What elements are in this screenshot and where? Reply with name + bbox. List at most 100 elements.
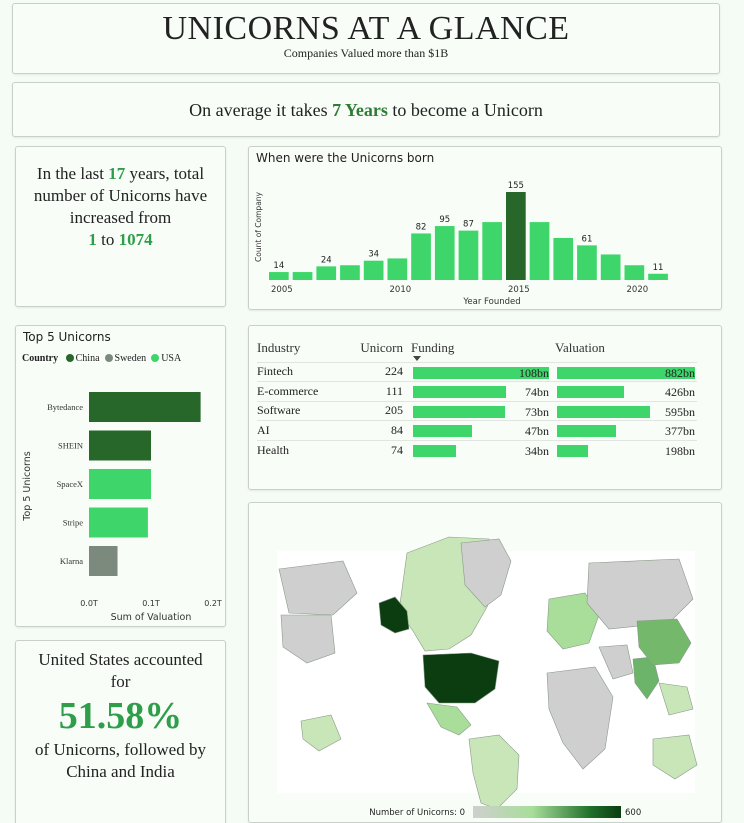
growth-text-1: In the last: [36, 164, 104, 183]
sort-desc-icon[interactable]: [413, 356, 421, 361]
funding-value: 34bn: [525, 443, 549, 458]
top5-bar-spacex[interactable]: [89, 469, 151, 499]
funding-bar: [413, 386, 507, 398]
born-tick-2020: 2020: [627, 285, 649, 295]
south-america-region[interactable]: [468, 734, 520, 810]
growth-from: 1: [88, 230, 97, 249]
industry-row-health[interactable]: Health 74 34bn 198bn: [257, 439, 697, 460]
born-bar-2007[interactable]: [316, 266, 337, 280]
southeast-asia-region[interactable]: [658, 682, 694, 716]
top5-bar-bytedance[interactable]: [89, 392, 201, 422]
page-title: UNICORNS AT A GLANCE: [162, 10, 570, 47]
mexico-region[interactable]: [426, 702, 472, 736]
born-label-2011: 82: [416, 222, 427, 232]
header-unicorn[interactable]: Unicorn: [360, 339, 403, 355]
born-chart-card[interactable]: When were the Unicorns born 14 24 34 82 95 87…: [248, 146, 722, 310]
header-valuation[interactable]: Valuation: [555, 339, 605, 355]
legend-item-usa[interactable]: USA: [151, 353, 181, 364]
east-asia-left-region[interactable]: [280, 614, 336, 664]
legend-dot: [104, 354, 113, 362]
industry-row-ai[interactable]: AI 84 47bn 377bn: [257, 420, 697, 440]
usa-percentage: 51.58%: [58, 695, 183, 737]
funding-value: 47bn: [525, 424, 549, 438]
funding-bar: [413, 405, 505, 418]
born-bar-2009[interactable]: [363, 260, 384, 280]
born-bar-2017[interactable]: [553, 237, 574, 280]
header-funding[interactable]: Funding: [411, 334, 555, 362]
industry-header-row: Industry Unicorn Funding Valuation: [257, 334, 697, 362]
industry-valuation-cell: 198bn: [555, 439, 697, 460]
funding-value: 73bn: [525, 404, 549, 419]
born-bar-2005[interactable]: [269, 272, 289, 280]
industry-unicorn-count: 224: [349, 361, 411, 382]
valuation-value: 198bn: [665, 443, 695, 458]
growth-to-word: to: [101, 230, 115, 249]
world-map-card[interactable]: Number of Unicorns: 0 600: [248, 502, 722, 823]
industry-name: E-commerce: [257, 381, 349, 401]
born-bar-2016[interactable]: [529, 222, 550, 280]
born-bar-2015[interactable]: [506, 192, 526, 280]
legend-dot: [151, 354, 160, 362]
far-east-region[interactable]: [278, 560, 358, 616]
world-map[interactable]: Number of Unicorns: 0 600: [249, 503, 721, 822]
usa-region[interactable]: [422, 652, 500, 704]
top5-category-stripe: Stripe: [63, 518, 84, 528]
header-industry[interactable]: Industry: [257, 339, 301, 355]
australia-west-region[interactable]: [300, 714, 342, 752]
born-label-2021: 11: [653, 263, 664, 273]
page-subtitle: Companies Valued more than $1B: [283, 46, 449, 60]
legend-item-china[interactable]: China: [65, 353, 100, 364]
industry-table-card[interactable]: Industry Unicorn Funding Valuation Finte…: [248, 325, 722, 490]
born-bar-2019[interactable]: [600, 254, 621, 280]
alaska-region[interactable]: [378, 596, 410, 634]
growth-text-2: years, total: [129, 164, 205, 183]
industry-funding-cell: 34bn: [411, 439, 555, 460]
top5-bar-shein[interactable]: [89, 430, 151, 461]
africa-region[interactable]: [546, 666, 614, 770]
born-tick-2010: 2010: [390, 285, 412, 295]
legend-title: Country: [22, 353, 59, 364]
industry-funding-cell: 73bn: [411, 400, 555, 421]
born-bar-2010[interactable]: [387, 258, 408, 280]
born-bar-2014[interactable]: [482, 222, 502, 280]
top5-bar-klarna[interactable]: [89, 546, 118, 576]
born-bar-2018[interactable]: [577, 245, 597, 280]
born-bar-2011[interactable]: [411, 233, 431, 280]
top5-tick-2: 0.2T: [204, 599, 222, 608]
usa-text-2: for: [110, 672, 131, 691]
top5-bar-stripe[interactable]: [89, 507, 148, 538]
legend-dot: [65, 354, 74, 362]
born-bar-2013[interactable]: [458, 230, 479, 280]
born-bar-2006[interactable]: [292, 272, 313, 280]
born-xlabel: Year Founded: [462, 297, 520, 307]
greenland-region[interactable]: [460, 538, 512, 608]
industry-name: Health: [257, 439, 349, 460]
born-tick-2005: 2005: [271, 285, 293, 295]
europe-region[interactable]: [546, 592, 600, 650]
born-label-2007: 24: [321, 255, 332, 265]
top5-category-shein: SHEIN: [58, 441, 83, 451]
industry-unicorn-count: 84: [349, 420, 411, 440]
industry-valuation-cell: 595bn: [555, 400, 697, 421]
born-chart[interactable]: 14 24 34 82 95 87 155 61 11 2005 2010 2015 2020 Year …: [249, 147, 721, 309]
legend-item-sweden[interactable]: Sweden: [104, 353, 146, 364]
born-label-2013: 87: [463, 220, 474, 230]
australia-region[interactable]: [652, 734, 698, 780]
born-bar-2012[interactable]: [434, 226, 455, 280]
born-bar-2008[interactable]: [340, 265, 360, 280]
born-bar-2020[interactable]: [624, 265, 645, 280]
average-prefix: On average it takes: [189, 100, 328, 120]
industry-row-software[interactable]: Software 205 73bn 595bn: [257, 400, 697, 421]
china-region[interactable]: [636, 618, 692, 666]
middle-east-region[interactable]: [598, 644, 634, 680]
top5-category-klarna: Klarna: [60, 556, 83, 566]
industry-row-fintech[interactable]: Fintech 224 108bn 882bn: [257, 361, 697, 382]
born-bar-2021[interactable]: [648, 273, 668, 280]
industry-name: AI: [257, 420, 349, 440]
top5-title: Top 5 Unicorns: [23, 330, 111, 344]
top5-card[interactable]: Top 5 Unicorns Country China Sweden USA By…: [15, 325, 226, 627]
industry-row-e-commerce[interactable]: E-commerce 111 74bn 426bn: [257, 381, 697, 401]
usa-text-4: China and India: [66, 762, 175, 781]
top5-chart[interactable]: Bytedance SHEIN SpaceX Stripe Klarna 0.0T 0.1T…: [16, 326, 225, 626]
top5-category-spacex: SpaceX: [57, 479, 83, 489]
